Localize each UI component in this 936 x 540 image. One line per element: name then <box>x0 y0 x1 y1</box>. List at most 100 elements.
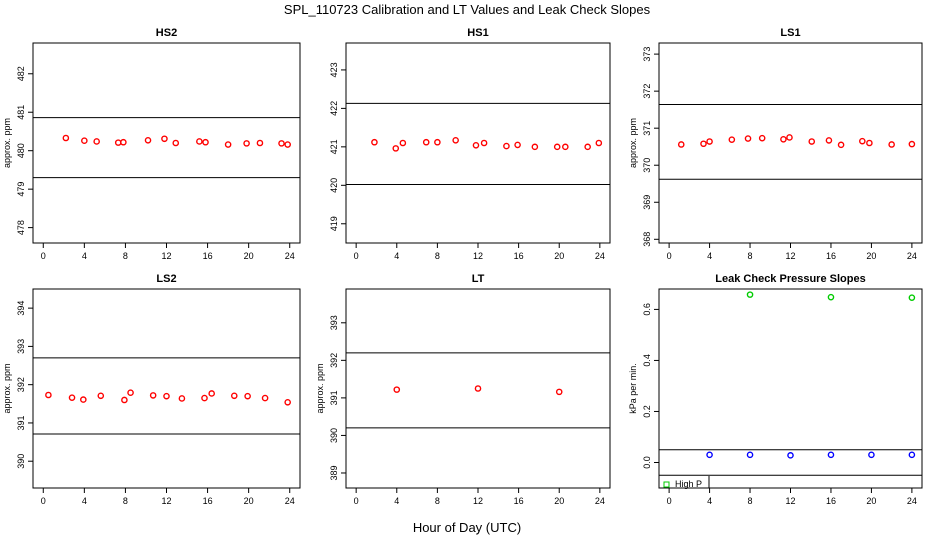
x-tick-label: 8 <box>123 496 128 506</box>
data-point <box>472 142 480 149</box>
data-point <box>201 394 208 402</box>
x-tick-label: 16 <box>514 496 524 506</box>
x-tick-label: 0 <box>667 251 672 261</box>
data-point <box>243 140 250 147</box>
data-point <box>866 139 873 147</box>
y-tick-label: 419 <box>329 216 339 231</box>
data-point <box>256 139 264 147</box>
data-point <box>120 138 127 146</box>
data-point <box>888 141 895 148</box>
data-point <box>908 140 916 148</box>
data-point <box>837 141 845 149</box>
data-point <box>746 451 754 459</box>
x-tick-label: 4 <box>394 251 399 261</box>
panel-title: LT <box>472 273 485 285</box>
panel-title: HS1 <box>467 27 488 39</box>
y-tick-label: 422 <box>329 101 339 116</box>
panel-4: LT approx. ppm 0 4 8 12 16 20 24 389 390 391 392 393 <box>315 273 611 506</box>
x-tick-label: 20 <box>554 251 564 261</box>
panel-3: LS2 approx. ppm 0 4 8 12 16 20 24 390 391 392 393 394 <box>2 273 301 506</box>
y-tick-label: 479 <box>16 182 26 197</box>
y-axis-label: kPa per min. <box>628 363 638 414</box>
data-point <box>474 385 482 392</box>
x-tick-label: 20 <box>244 496 254 506</box>
x-tick-label: 20 <box>866 251 876 261</box>
x-tick-label: 12 <box>785 251 795 261</box>
y-tick-label: 421 <box>329 139 339 154</box>
data-point <box>827 451 835 459</box>
data-point <box>230 392 238 400</box>
y-tick-label: 392 <box>16 377 26 392</box>
data-point <box>868 451 875 459</box>
data-point <box>827 293 835 301</box>
data-point <box>744 135 752 142</box>
y-tick-label: 0.0 <box>642 456 652 469</box>
y-tick-label: 368 <box>642 232 652 247</box>
data-point <box>553 143 561 151</box>
x-tick-label: 24 <box>595 251 605 261</box>
data-point <box>284 398 291 406</box>
plot-frame <box>658 42 923 244</box>
data-point <box>45 391 52 399</box>
data-point <box>261 394 269 402</box>
data-point <box>859 137 866 145</box>
data-point <box>121 396 128 404</box>
y-tick-label: 373 <box>642 47 652 62</box>
data-point <box>224 141 232 148</box>
plot-frame <box>32 42 301 244</box>
data-point <box>208 390 215 397</box>
y-tick-label: 390 <box>16 454 26 469</box>
x-tick-label: 16 <box>203 251 213 261</box>
data-point <box>144 137 152 144</box>
y-tick-label: 369 <box>642 195 652 210</box>
data-point <box>758 134 766 142</box>
data-point <box>555 388 563 396</box>
y-axis-label: approx. ppm <box>315 363 325 413</box>
y-tick-label: 0.4 <box>642 354 652 367</box>
legend-marker <box>663 481 670 488</box>
data-point <box>93 138 100 145</box>
data-point <box>163 392 170 400</box>
x-tick-label: 12 <box>161 251 171 261</box>
data-point <box>677 141 685 148</box>
data-point <box>728 136 736 143</box>
data-point <box>422 138 430 146</box>
data-point <box>452 137 459 144</box>
data-point <box>808 138 816 145</box>
y-tick-label: 0.2 <box>642 405 652 418</box>
x-tick-label: 24 <box>907 251 917 261</box>
data-point <box>780 135 787 143</box>
data-point <box>514 141 521 149</box>
x-tick-label: 8 <box>435 251 440 261</box>
data-point <box>480 139 488 147</box>
y-tick-label: 372 <box>642 84 652 99</box>
x-tick-label: 24 <box>595 496 605 506</box>
data-point <box>81 137 88 144</box>
x-tick-label: 24 <box>285 496 295 506</box>
data-point <box>531 143 539 151</box>
data-point <box>97 392 105 400</box>
x-tick-label: 4 <box>394 496 399 506</box>
y-tick-label: 0.6 <box>642 303 652 316</box>
data-point <box>196 138 203 145</box>
data-point <box>825 137 833 144</box>
y-tick-label: 482 <box>16 66 26 81</box>
data-point <box>392 145 400 152</box>
x-tick-label: 20 <box>866 496 876 506</box>
x-tick-label: 20 <box>244 251 254 261</box>
data-point <box>706 451 713 459</box>
figure-title: SPL_110723 Calibration and LT Values and… <box>284 2 651 17</box>
data-point <box>127 389 134 397</box>
x-tick-label: 8 <box>748 496 753 506</box>
x-tick-label: 12 <box>785 496 795 506</box>
data-point <box>178 395 186 402</box>
panel-title: LS2 <box>156 273 176 285</box>
x-tick-label: 0 <box>667 496 672 506</box>
data-point <box>786 134 793 141</box>
y-tick-label: 393 <box>16 339 26 354</box>
data-point <box>371 138 378 146</box>
y-axis-label: approx. ppm <box>2 118 12 168</box>
data-point <box>746 291 754 298</box>
